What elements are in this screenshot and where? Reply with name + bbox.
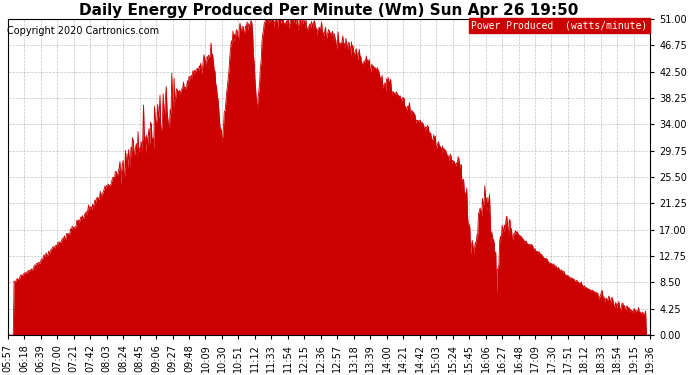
Text: Power Produced  (watts/minute): Power Produced (watts/minute) bbox=[471, 20, 647, 30]
Title: Daily Energy Produced Per Minute (Wm) Sun Apr 26 19:50: Daily Energy Produced Per Minute (Wm) Su… bbox=[79, 3, 579, 18]
Text: Copyright 2020 Cartronics.com: Copyright 2020 Cartronics.com bbox=[7, 26, 159, 36]
